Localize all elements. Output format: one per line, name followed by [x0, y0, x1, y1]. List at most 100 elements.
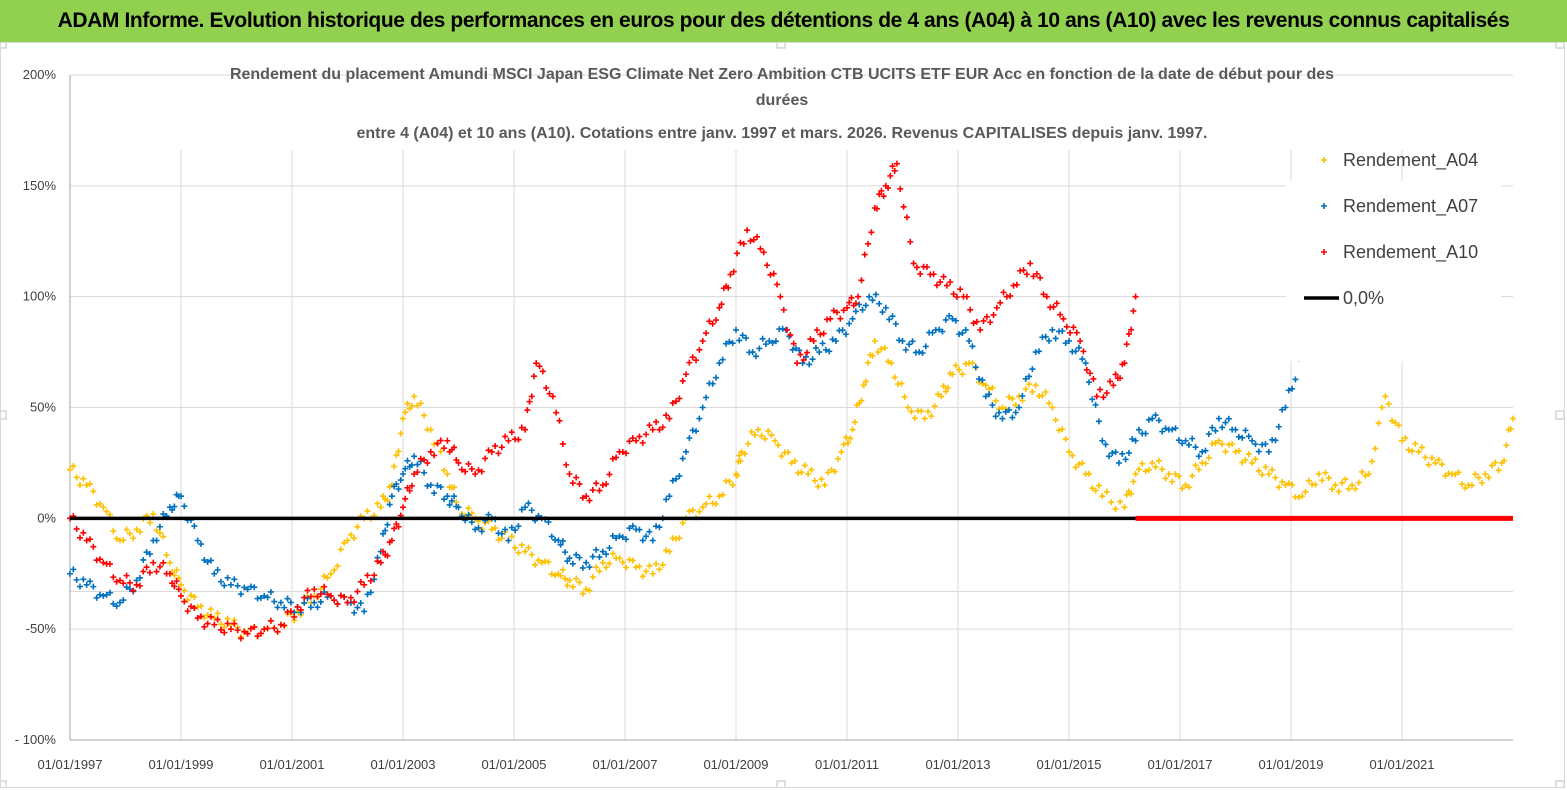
data-point: [806, 361, 813, 368]
data-point: [1152, 464, 1159, 471]
data-point: [397, 430, 404, 437]
data-point: [492, 442, 499, 449]
data-point: [1100, 394, 1107, 401]
data-point: [1080, 348, 1087, 355]
data-point: [93, 501, 100, 508]
data-point: [1179, 440, 1186, 447]
data-point: [1279, 406, 1286, 413]
data-point: [86, 480, 93, 487]
data-point: [1149, 415, 1156, 422]
data-point: [1145, 416, 1152, 423]
data-point: [713, 374, 720, 381]
data-point: [173, 567, 180, 574]
data-point: [603, 481, 610, 488]
data-point: [1095, 482, 1102, 489]
resize-handle[interactable]: [1555, 780, 1564, 787]
data-point: [789, 346, 796, 353]
data-point: [1022, 386, 1029, 393]
data-point: [404, 457, 411, 464]
data-point: [706, 318, 713, 325]
data-point: [1099, 493, 1106, 500]
data-point: [1052, 335, 1059, 342]
data-point: [761, 435, 768, 442]
data-point: [488, 448, 495, 455]
data-point: [221, 629, 228, 636]
data-point: [197, 613, 204, 620]
data-point: [1202, 460, 1209, 467]
data-point: [1245, 433, 1252, 440]
data-point: [930, 271, 937, 278]
resize-handle[interactable]: [1, 410, 7, 420]
data-point: [364, 591, 371, 598]
data-point: [699, 504, 706, 511]
data-point: [1495, 467, 1502, 474]
data-point: [123, 584, 130, 591]
data-point: [827, 315, 834, 322]
data-point: [957, 286, 964, 293]
data-point: [992, 413, 999, 420]
data-point: [860, 382, 867, 389]
data-point: [1049, 326, 1056, 333]
data-point: [512, 544, 519, 551]
data-point: [351, 599, 358, 606]
data-point: [723, 340, 730, 347]
data-point: [291, 613, 298, 620]
resize-handle[interactable]: [1, 780, 7, 787]
data-point: [400, 415, 406, 422]
data-point: [1130, 478, 1137, 485]
data-point: [1345, 485, 1352, 492]
resize-handle[interactable]: [1555, 410, 1564, 420]
data-point: [839, 327, 846, 334]
data-point: [231, 620, 238, 627]
data-point: [959, 330, 966, 337]
resize-handle[interactable]: [1555, 43, 1564, 49]
data-point: [573, 551, 580, 558]
data-point: [113, 535, 120, 542]
resize-handle[interactable]: [776, 43, 786, 49]
data-point: [374, 558, 381, 565]
data-point: [936, 326, 943, 333]
data-point: [113, 578, 120, 585]
data-point: [846, 299, 853, 306]
data-point: [1205, 431, 1212, 438]
data-point: [508, 533, 515, 540]
data-point: [395, 523, 402, 530]
data-point: [1027, 260, 1034, 267]
data-point: [1155, 417, 1162, 424]
data-point: [417, 455, 424, 462]
data-point: [940, 383, 947, 390]
data-point: [492, 524, 499, 531]
y-tick-label: 0%: [37, 510, 56, 525]
data-point: [171, 583, 178, 590]
data-point: [508, 524, 515, 531]
report-header: ADAM Informe. Evolution historique des p…: [0, 0, 1567, 42]
data-point: [1335, 488, 1342, 495]
data-point: [848, 294, 855, 301]
data-point: [1312, 481, 1319, 488]
data-point: [703, 394, 710, 401]
data-point: [989, 402, 996, 409]
data-point: [740, 240, 747, 247]
chart-title-line: Rendement du placement Amundi MSCI Japan…: [230, 66, 1334, 83]
data-point: [596, 568, 603, 575]
data-point: [928, 413, 935, 420]
data-point: [549, 393, 556, 400]
resize-handle[interactable]: [776, 780, 786, 787]
data-point: [224, 574, 231, 581]
data-point: [1162, 475, 1169, 482]
data-point: [1399, 437, 1405, 444]
resize-handle[interactable]: [1, 43, 7, 49]
data-point: [918, 408, 925, 415]
data-point: [871, 338, 878, 344]
data-point: [1302, 488, 1309, 495]
data-point: [1123, 341, 1130, 348]
data-point: [465, 505, 472, 512]
data-point: [448, 497, 455, 504]
data-point: [1462, 485, 1469, 492]
data-point: [967, 306, 974, 313]
data-point: [1219, 424, 1226, 431]
data-point: [553, 409, 560, 416]
data-point: [649, 426, 656, 433]
data-point: [327, 570, 334, 577]
data-point: [153, 568, 160, 575]
